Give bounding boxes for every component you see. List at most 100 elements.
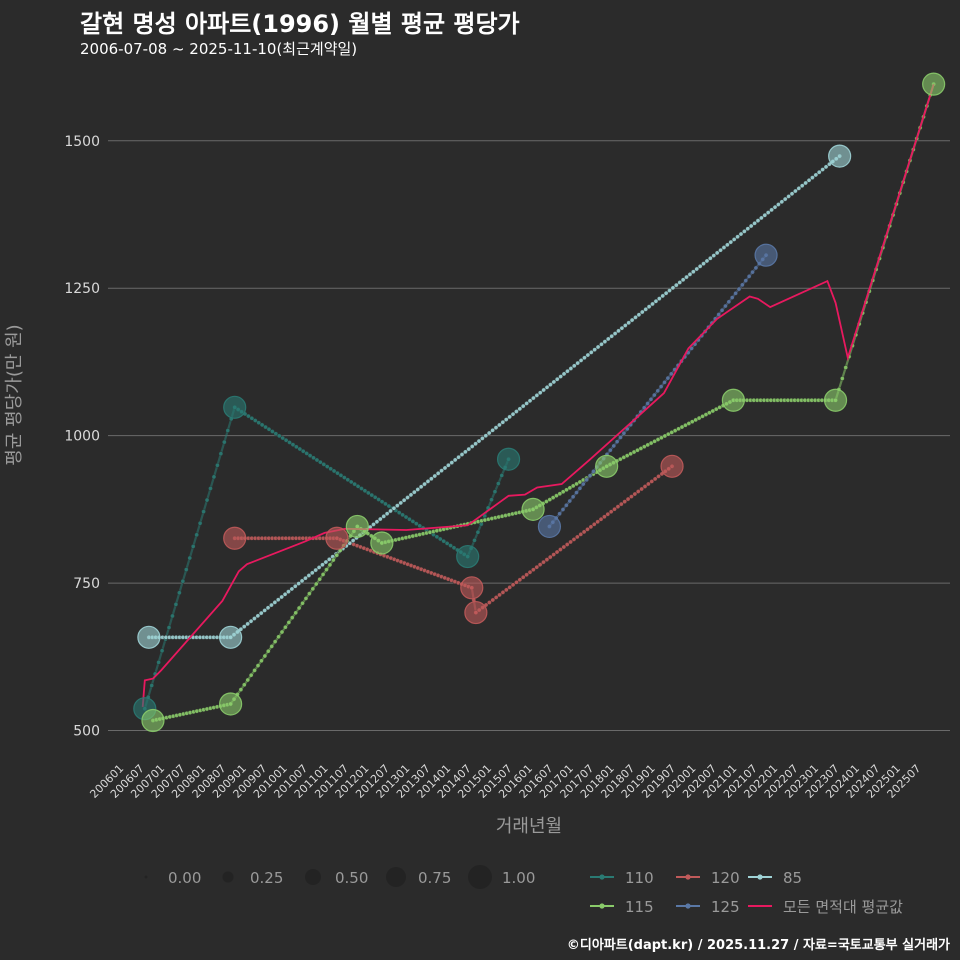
series-125-monthly-point [753, 265, 759, 271]
series-85-monthly-point [711, 253, 717, 258]
series-110-monthly-point [204, 497, 210, 503]
series-115-monthly-point [238, 687, 244, 692]
series-85-monthly-point [554, 376, 560, 382]
series-85-monthly-point [269, 602, 274, 608]
series-110-monthly-point [396, 510, 402, 515]
series-115-trade-point [823, 388, 848, 412]
series-115-segment [229, 525, 359, 705]
series-115-trade-point [370, 531, 394, 555]
series-85-monthly-point [548, 382, 553, 387]
legend-series-dot [685, 903, 691, 909]
series-110-monthly-point [259, 422, 265, 428]
series-110-monthly-point [225, 428, 231, 433]
series-110-monthly-point [372, 494, 378, 500]
series-115-monthly-point [272, 639, 278, 644]
series-85-monthly-point [286, 589, 291, 594]
series-85-monthly-point [398, 500, 404, 506]
series-85-monthly-point [483, 433, 489, 439]
y-axis-label: 평균 평당가(만 원) [4, 324, 25, 465]
series-85-monthly-point [718, 247, 723, 253]
series-115-monthly-point [310, 586, 316, 592]
series-85-monthly-point [823, 164, 829, 170]
series-85-monthly-point [292, 583, 298, 589]
series-120-monthly-point [578, 532, 584, 537]
series-85-monthly-point [313, 567, 318, 573]
series-85-monthly-point [425, 479, 431, 484]
series-85-monthly-point [786, 194, 791, 199]
series-85-monthly-point [582, 355, 587, 361]
x-axis-label: 거래년월 [496, 816, 562, 837]
series-125-monthly-point [577, 486, 583, 491]
series-110-monthly-point [159, 648, 165, 654]
series-85-monthly-point [793, 188, 798, 194]
series-85-monthly-point [480, 436, 485, 441]
series-115-monthly-point [334, 552, 340, 558]
series-110-monthly-point [369, 492, 375, 498]
series-85-monthly-point [731, 237, 737, 242]
y-tick-label: 500 [73, 724, 100, 740]
series-85-monthly-point [616, 328, 621, 334]
series-110-monthly-point [246, 413, 251, 419]
series-85-monthly-point [565, 368, 570, 374]
series-110-monthly-point [211, 474, 217, 480]
series-110-monthly-point [215, 462, 220, 468]
series-110-monthly-point [201, 509, 206, 514]
series-85-monthly-point [405, 495, 410, 500]
y-tick-label: 1000 [64, 429, 100, 445]
series-85-monthly-point [708, 255, 713, 261]
series-110-monthly-point [345, 477, 351, 483]
series-85-monthly-point [677, 280, 683, 285]
series-120-monthly-point [571, 537, 577, 542]
series-120-monthly-point [504, 587, 509, 593]
series-85-monthly-point [694, 266, 700, 272]
legend-series-label: 85 [783, 869, 802, 887]
series-85-monthly-point [527, 398, 533, 404]
series-120-monthly-point [561, 544, 567, 550]
series-85-monthly-point [418, 484, 424, 490]
series-110-monthly-point [362, 488, 368, 494]
series-110-monthly-point [307, 453, 313, 458]
y-tick-label: 1250 [64, 281, 100, 297]
series-85-monthly-point [796, 186, 802, 191]
series-110-monthly-point [472, 538, 477, 543]
series-110-monthly-point [256, 420, 261, 425]
series-85-monthly-point [640, 309, 645, 315]
series-115-monthly-point [289, 615, 295, 620]
series-110-monthly-point [311, 455, 316, 461]
series-125-monthly-point [723, 303, 728, 309]
series-110-monthly-point [444, 541, 450, 546]
series-85-monthly-point [432, 473, 438, 479]
series-110-monthly-point [183, 567, 189, 572]
series-85-monthly-point [442, 465, 448, 471]
series-85-monthly-point [680, 277, 686, 283]
series-125-monthly-point [611, 443, 617, 449]
series-85-monthly-point [605, 336, 611, 342]
series-115-monthly-point [327, 562, 333, 568]
series-125-monthly-point [574, 490, 579, 495]
series-85-monthly-point [789, 191, 795, 197]
series-110-monthly-point [383, 501, 388, 507]
series-125-monthly-point [645, 401, 650, 406]
series-110-monthly-point [400, 512, 405, 518]
series-115-monthly-point [252, 668, 257, 673]
series-115-monthly-point [265, 648, 271, 654]
series-85-monthly-point [429, 476, 434, 482]
series-85-monthly-point [279, 594, 284, 600]
series-125-monthly-point [750, 269, 755, 275]
series-85-monthly-point [296, 581, 301, 586]
series-85-monthly-point [585, 352, 591, 358]
series-115-monthly-point [574, 481, 579, 487]
series-110-monthly-point [222, 439, 227, 445]
series-125-monthly-point [557, 511, 562, 517]
series-85-monthly-point [660, 293, 666, 299]
series-120-trade-point [223, 526, 247, 550]
series-85-monthly-point [309, 570, 315, 576]
series-115-monthly-point [331, 557, 336, 563]
series-85-monthly-point [551, 379, 557, 385]
series-85-monthly-point [323, 559, 329, 565]
series-85-monthly-point [303, 575, 308, 581]
series-85-monthly-point [517, 406, 523, 412]
series-85-monthly-point [595, 344, 601, 350]
series-85-trade-point [828, 144, 852, 168]
series-120-monthly-point [652, 476, 658, 482]
